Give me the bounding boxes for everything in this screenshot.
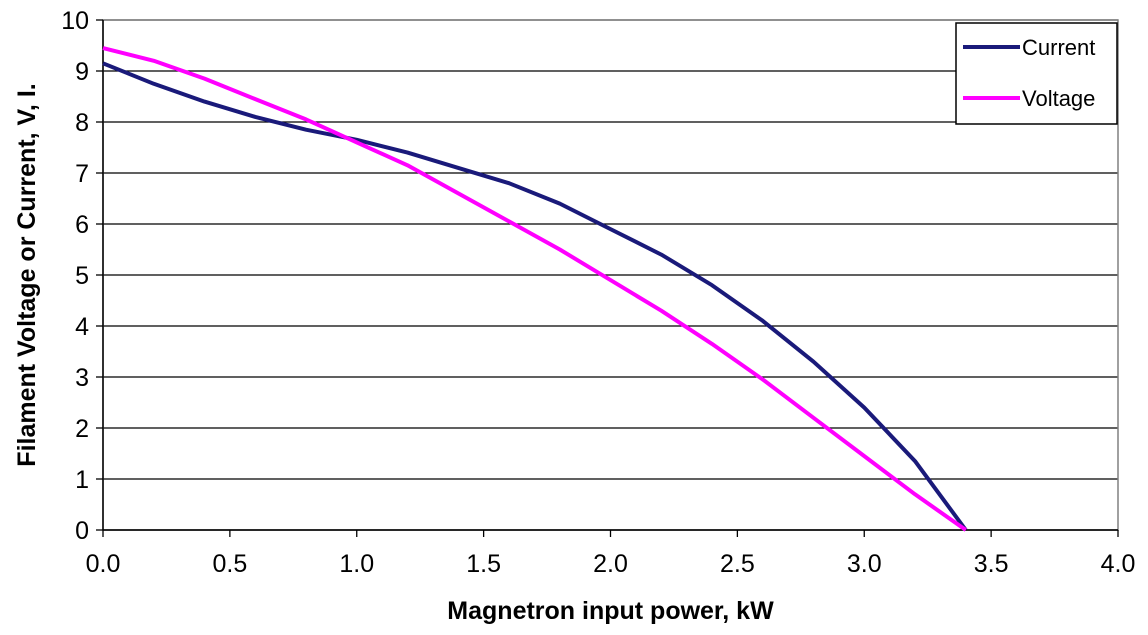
y-tick-label: 5 [75, 262, 89, 290]
y-tick-label: 8 [75, 109, 89, 137]
legend-label-voltage: Voltage [1022, 86, 1095, 111]
y-tick-label: 6 [75, 211, 89, 239]
x-tick-label: 1.0 [339, 550, 374, 578]
x-tick-label: 2.5 [720, 550, 755, 578]
y-tick-label: 1 [75, 466, 89, 494]
x-tick-label: 0.5 [212, 550, 247, 578]
legend-box [955, 22, 1118, 125]
y-tick-label: 0 [75, 517, 89, 545]
y-tick-label: 2 [75, 415, 89, 443]
y-tick-label: 4 [75, 313, 89, 341]
x-tick-label: 4.0 [1101, 550, 1136, 578]
x-tick-label: 0.0 [86, 550, 121, 578]
legend-label-current: Current [1022, 35, 1095, 60]
y-tick-label: 9 [75, 58, 89, 86]
x-tick-label: 3.0 [847, 550, 882, 578]
series-line-current [102, 61, 968, 532]
y-axis-title: Filament Voltage or Current, V, I. [13, 83, 41, 466]
legend: Current Voltage [955, 22, 1118, 125]
series-lines [102, 46, 968, 532]
x-tick-label: 3.5 [974, 550, 1009, 578]
y-tick-label: 3 [75, 364, 89, 392]
x-axis-title: Magnetron input power, kW [447, 597, 774, 625]
x-tick-label: 2.0 [593, 550, 628, 578]
y-tick-label: 7 [75, 160, 89, 188]
series-line-voltage [102, 46, 967, 532]
y-axis-tick-labels: 0 1 2 3 4 5 6 7 8 9 10 [61, 7, 103, 545]
y-tick-label: 10 [61, 7, 89, 35]
x-axis-tick-labels: 0.0 0.5 1.0 1.5 2.0 2.5 3.0 3.5 4.0 [86, 20, 1136, 578]
x-tick-label: 1.5 [466, 550, 501, 578]
